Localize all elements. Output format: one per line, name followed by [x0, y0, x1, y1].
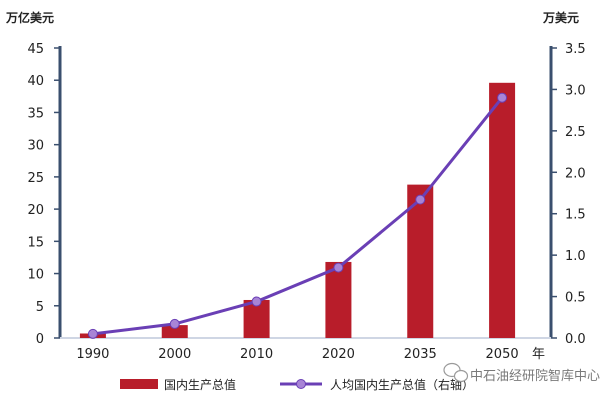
right-tick-label: 1.0	[565, 249, 586, 264]
watermark-text: 中石油经研院智库中心	[470, 368, 600, 384]
category-label-1990: 1990	[76, 347, 109, 362]
right-tick-label: 2.0	[565, 166, 586, 181]
category-label-2050: 2050	[486, 347, 519, 362]
wechat-icon	[443, 362, 469, 383]
right-tick-label: 3.5	[565, 42, 586, 57]
line-point-2050	[497, 92, 508, 103]
left-tick-label: 40	[27, 74, 44, 89]
right-tick-label: 3.0	[565, 83, 586, 98]
left-tick-label: 10	[27, 268, 44, 283]
right-tick-label: 2.5	[565, 125, 586, 140]
legend-bar-swatch	[120, 379, 158, 389]
line-series	[87, 92, 508, 339]
left-tick-label: 5	[36, 300, 44, 315]
right-tick-label: 1.5	[565, 208, 586, 223]
left-tick-label: 30	[27, 139, 44, 154]
left-tick-label: 45	[27, 42, 44, 57]
left-tick-label: 20	[27, 203, 44, 218]
x-axis-unit: 年	[532, 347, 545, 362]
left-tick-label: 15	[27, 235, 44, 250]
line-point-2020	[333, 262, 344, 273]
bar-2035	[407, 184, 434, 338]
bar-2020	[325, 261, 352, 338]
legend-line-marker	[296, 379, 306, 389]
category-label-2035: 2035	[404, 347, 437, 362]
left-tick-label: 25	[27, 171, 44, 186]
category-label-2020: 2020	[322, 347, 355, 362]
right-tick-label: 0.0	[565, 332, 586, 347]
right-axis-unit: 万美元	[542, 10, 579, 25]
category-label-2010: 2010	[240, 347, 273, 362]
line-path	[92, 96, 504, 336]
legend-bar-label: 国内生产总值	[164, 377, 236, 392]
left-axis-unit: 万亿美元	[5, 10, 54, 25]
left-tick-label: 0	[36, 332, 44, 347]
right-tick-label: 0.5	[565, 291, 586, 306]
line-point-1990	[87, 328, 98, 339]
legend-line-label: 人均国内生产总值（右轴）	[330, 377, 474, 392]
right-axis-ticks: 0.0 0.5 1.0 1.5 2.0 2.5 3.0 3.5	[551, 42, 586, 347]
line-point-2035	[415, 194, 426, 205]
legend: 国内生产总值 人均国内生产总值（右轴）	[120, 377, 474, 392]
left-axis-ticks: 0 5 10 15 20 25 30 35 40 45	[27, 42, 60, 347]
line-point-2000	[169, 318, 180, 329]
watermark: 中石油经研院智库中心	[443, 362, 600, 384]
category-labels: 1990 2000 2010 2020 2035 2050	[76, 347, 518, 362]
bar-2000	[161, 325, 188, 338]
bar-2050	[489, 82, 516, 338]
left-tick-label: 35	[27, 106, 44, 121]
category-label-2000: 2000	[158, 347, 191, 362]
bar-series	[79, 82, 516, 338]
line-point-2010	[251, 296, 262, 307]
